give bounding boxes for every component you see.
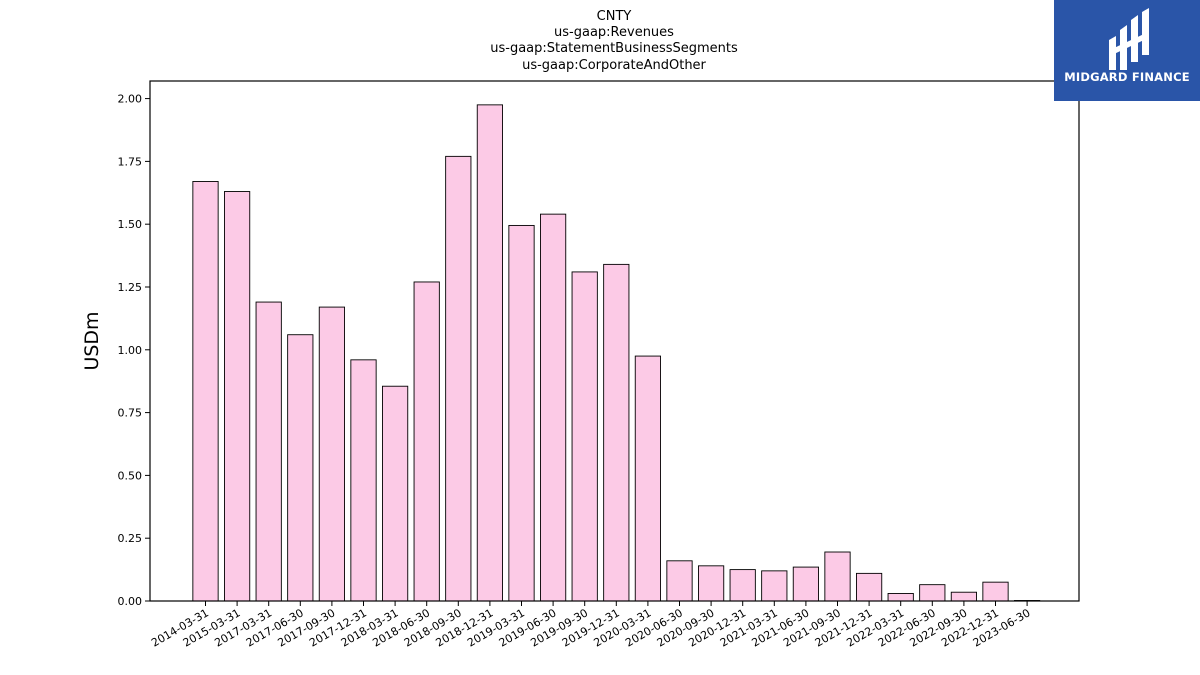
y-tick-label: 0.75 <box>118 407 143 420</box>
bar-2019-03-31 <box>508 224 535 602</box>
bar-2020-09-30 <box>698 565 725 602</box>
logo-mark-icon <box>1109 8 1149 70</box>
bar-2017-06-30 <box>287 334 314 602</box>
y-tick-label: 2.00 <box>118 93 143 106</box>
bar-2021-09-30 <box>824 551 851 602</box>
midgard-finance-logo: MIDGARD FINANCE <box>1054 0 1200 101</box>
y-tick-label: 1.25 <box>118 281 143 294</box>
bar-2019-09-30 <box>571 271 598 602</box>
title-line-2: us-gaap:Revenues <box>554 25 674 40</box>
bar-2018-06-30 <box>413 281 440 602</box>
y-tick-label: 0.00 <box>118 595 143 608</box>
y-tick-label: 1.75 <box>118 155 143 168</box>
bar-2020-03-31 <box>634 355 661 602</box>
plot-area-frame <box>149 80 1080 602</box>
bars-group <box>192 104 1041 602</box>
bar-2014-03-31 <box>192 181 219 602</box>
y-tick-label: 0.25 <box>118 532 143 545</box>
y-tick-label: 1.50 <box>118 218 143 231</box>
bar-2022-09-30 <box>950 591 977 602</box>
bar-2020-12-31 <box>729 569 756 602</box>
y-tick-label: 0.50 <box>118 469 143 482</box>
bar-2021-12-31 <box>856 572 883 602</box>
bar-2015-03-31 <box>223 191 251 602</box>
y-axis: 0.00 0.25 0.50 0.75 1.00 1.25 1.50 1.75 2.00 <box>118 93 150 608</box>
bar-2020-06-30 <box>666 560 693 602</box>
title-line-4: us-gaap:CorporateAndOther <box>522 58 706 73</box>
chart-title: CNTY us-gaap:Revenues us-gaap:StatementB… <box>490 9 738 73</box>
bar-2018-03-31 <box>382 385 409 602</box>
bar-2017-09-30 <box>318 306 345 602</box>
title-line-1: CNTY <box>597 9 632 24</box>
bar-2022-03-31 <box>887 593 914 602</box>
bar-2022-12-31 <box>982 581 1009 602</box>
bar-2021-06-30 <box>792 566 819 602</box>
bar-2017-12-31 <box>350 359 377 602</box>
bar-2018-12-31 <box>476 104 503 602</box>
bar-2019-06-30 <box>540 213 567 602</box>
bar-2018-09-30 <box>445 155 472 602</box>
bar-2021-03-31 <box>761 570 788 602</box>
title-line-3: us-gaap:StatementBusinessSegments <box>490 41 738 56</box>
bar-2022-06-30 <box>919 584 946 602</box>
x-axis: 2014-03-312015-03-312017-03-312017-06-30… <box>149 601 1033 650</box>
bar-2019-12-31 <box>603 263 630 602</box>
logo-text: MIDGARD FINANCE <box>1064 70 1190 84</box>
bar-2017-03-31 <box>255 301 282 602</box>
y-tick-label: 1.00 <box>118 344 143 357</box>
y-axis-label: USDm <box>81 311 103 370</box>
